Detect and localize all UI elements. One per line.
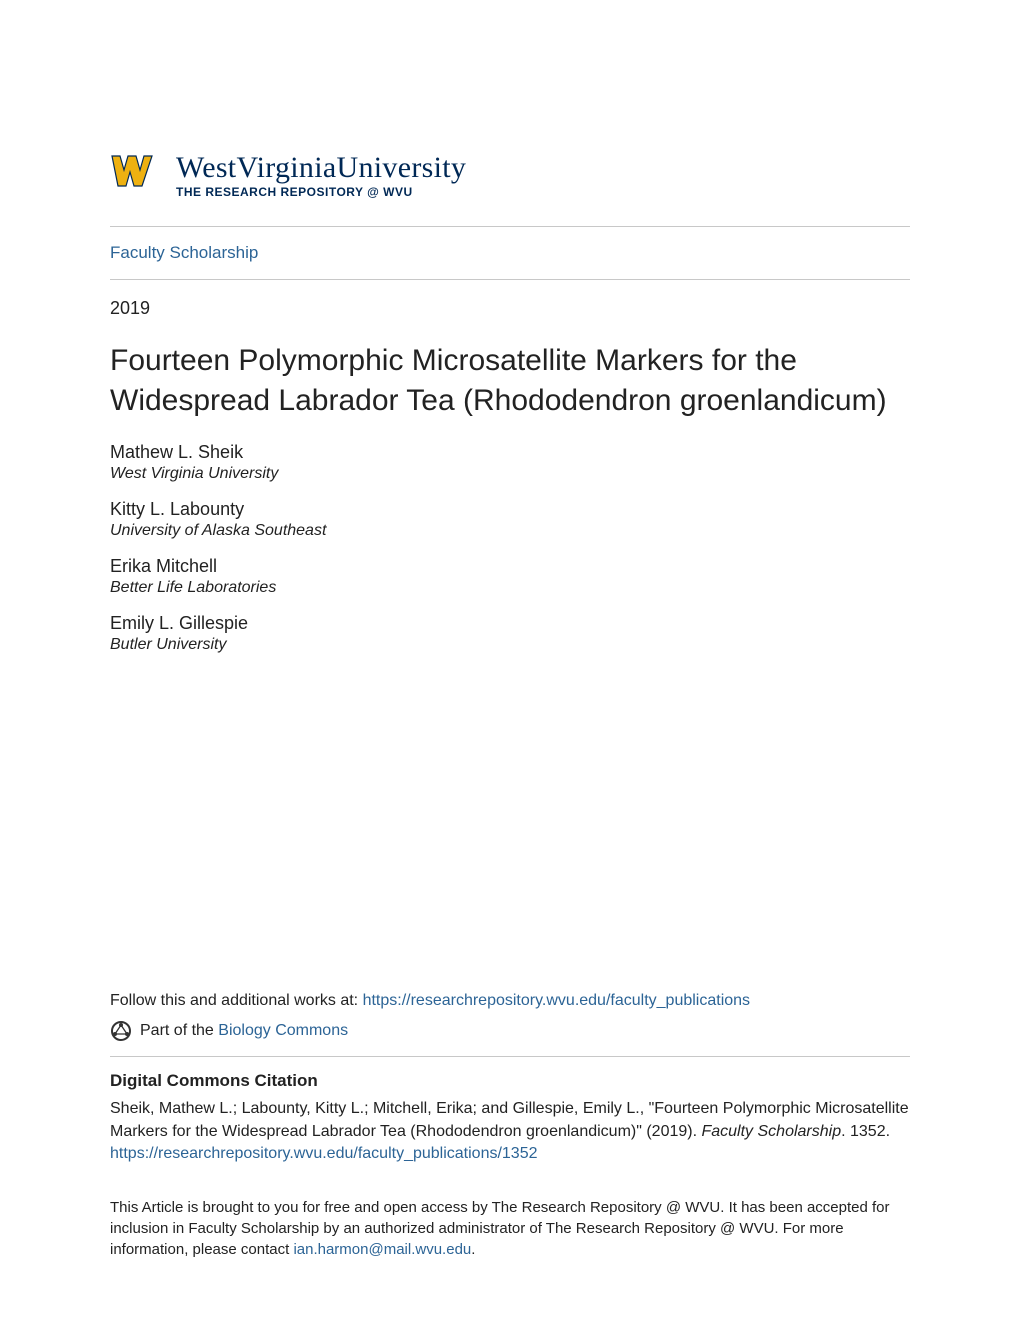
citation-url-link[interactable]: https://researchrepository.wvu.edu/facul… [110, 1145, 538, 1162]
citation-series: Faculty Scholarship [701, 1123, 841, 1140]
breadcrumb-faculty-scholarship[interactable]: Faculty Scholarship [110, 243, 258, 262]
follow-url-link[interactable]: https://researchrepository.wvu.edu/facul… [363, 992, 750, 1009]
follow-prefix: Follow this and additional works at: [110, 992, 363, 1009]
footer-text: This Article is brought to you for free … [110, 1199, 890, 1258]
divider-breadcrumb [110, 279, 910, 280]
part-of-line: Part of the Biology Commons [110, 1020, 910, 1042]
author-list: Mathew L. Sheik West Virginia University… [110, 442, 910, 654]
logo-subline: THE RESEARCH REPOSITORY @ WVU [176, 186, 466, 199]
author-affiliation: Butler University [110, 636, 910, 654]
author-name: Erika Mitchell [110, 556, 910, 577]
part-of-link[interactable]: Biology Commons [218, 1022, 348, 1039]
author-name: Kitty L. Labounty [110, 499, 910, 520]
network-icon [110, 1020, 132, 1042]
wv-logo-mark [110, 150, 164, 192]
author-block: Erika Mitchell Better Life Laboratories [110, 556, 910, 597]
citation-text: Sheik, Mathew L.; Labounty, Kitty L.; Mi… [110, 1097, 910, 1143]
logo-word-university: University [337, 151, 467, 184]
logo-text: WestVirginiaUniversity THE RESEARCH REPO… [176, 150, 466, 198]
publication-year: 2019 [110, 298, 910, 319]
author-affiliation: University of Alaska Southeast [110, 522, 910, 540]
citation-url-line: https://researchrepository.wvu.edu/facul… [110, 1145, 910, 1163]
institution-logo: WestVirginiaUniversity THE RESEARCH REPO… [110, 150, 910, 198]
page-container: WestVirginiaUniversity THE RESEARCH REPO… [0, 0, 1020, 1320]
logo-university-name: WestVirginiaUniversity [176, 152, 466, 184]
author-name: Emily L. Gillespie [110, 613, 910, 634]
vertical-spacer [110, 684, 910, 991]
divider-citation [110, 1056, 910, 1057]
author-block: Mathew L. Sheik West Virginia University [110, 442, 910, 483]
logo-word-virginia: Virginia [236, 151, 336, 184]
follow-works-line: Follow this and additional works at: htt… [110, 992, 910, 1010]
citation-heading: Digital Commons Citation [110, 1071, 910, 1091]
author-affiliation: Better Life Laboratories [110, 579, 910, 597]
author-block: Kitty L. Labounty University of Alaska S… [110, 499, 910, 540]
author-affiliation: West Virginia University [110, 465, 910, 483]
logo-word-west: West [176, 151, 236, 184]
article-title: Fourteen Polymorphic Microsatellite Mark… [110, 341, 910, 420]
breadcrumb: Faculty Scholarship [110, 227, 910, 279]
citation-tail: . 1352. [841, 1123, 890, 1140]
part-of-prefix: Part of the [140, 1022, 218, 1039]
footer-email-link[interactable]: ian.harmon@mail.wvu.edu [293, 1241, 471, 1258]
footer-period: . [471, 1241, 475, 1258]
footer-note: This Article is brought to you for free … [110, 1197, 910, 1260]
part-of-text: Part of the Biology Commons [140, 1022, 348, 1040]
author-name: Mathew L. Sheik [110, 442, 910, 463]
author-block: Emily L. Gillespie Butler University [110, 613, 910, 654]
